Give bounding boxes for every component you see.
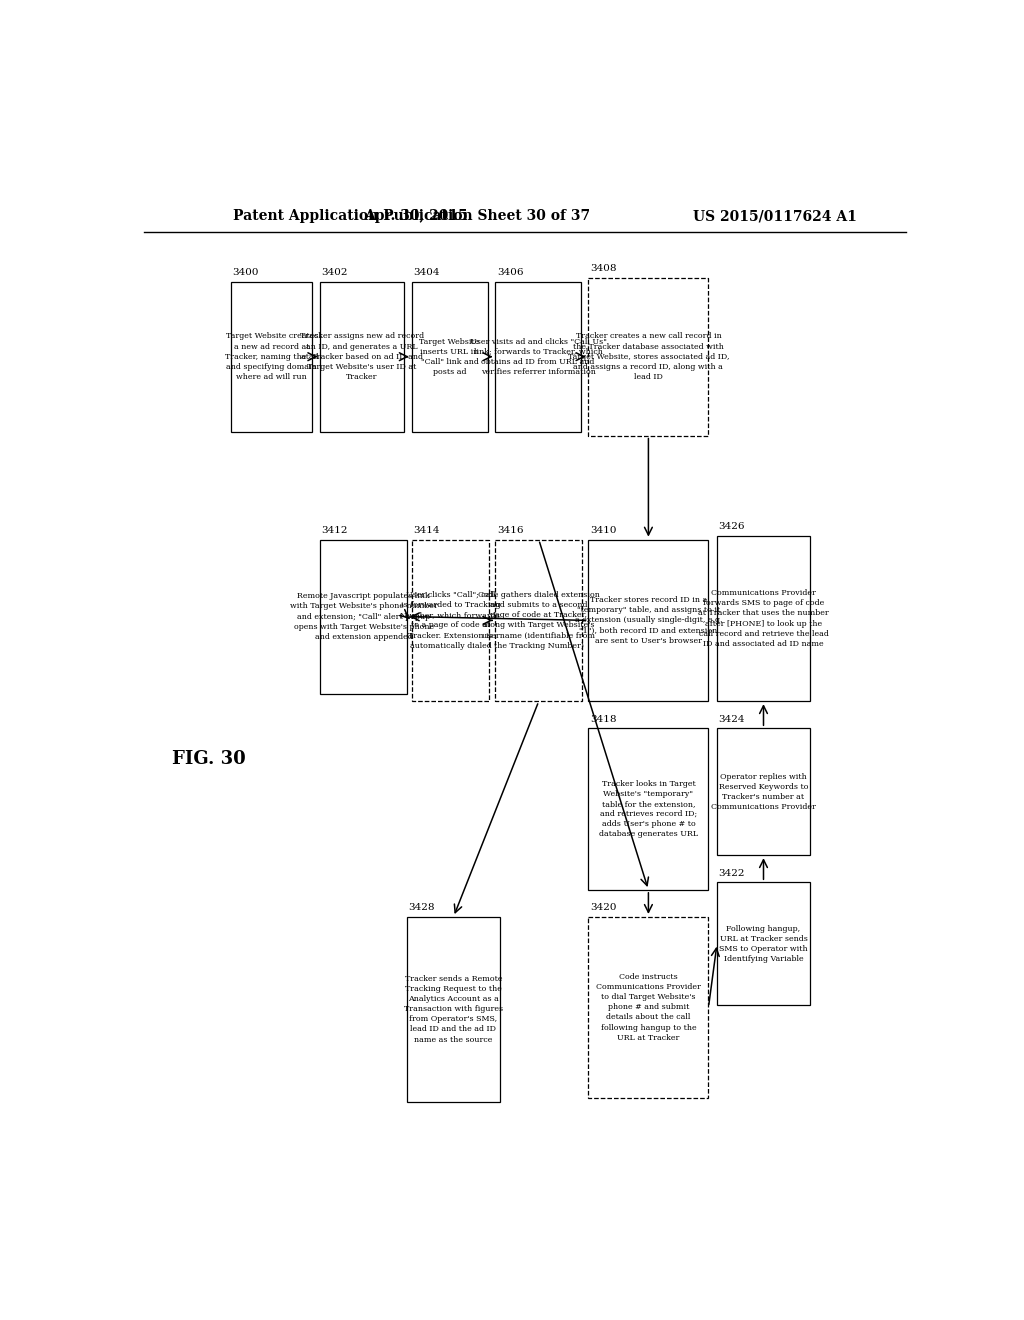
Text: FIG. 30: FIG. 30 [172, 750, 246, 768]
Bar [412, 540, 489, 701]
Text: Tracker assigns new ad record
an ID, and generates a URL
at Tracker based on ad : Tracker assigns new ad record an ID, and… [300, 333, 424, 381]
Text: 3420: 3420 [590, 903, 616, 912]
Bar [717, 729, 810, 855]
Text: 3414: 3414 [414, 525, 439, 535]
Text: 3426: 3426 [719, 523, 745, 531]
Text: User clicks "Call"; call
is forwarded to Tracking
Number, which forwards
to a pa: User clicks "Call"; call is forwarded to… [400, 591, 501, 649]
Text: 3410: 3410 [590, 525, 616, 535]
Text: Target Website
inserts URL in
"Call" link and
posts ad: Target Website inserts URL in "Call" lin… [420, 338, 480, 376]
Text: Communications Provider
forwards SMS to page of code
at Tracker that uses the nu: Communications Provider forwards SMS to … [698, 589, 828, 648]
Text: 3402: 3402 [322, 268, 348, 277]
Text: Patent Application Publication: Patent Application Publication [232, 209, 472, 223]
Bar [412, 281, 487, 432]
Text: Tracker stores record ID in a
"temporary" table, and assigns to it
a extension (: Tracker stores record ID in a "temporary… [574, 597, 722, 644]
Text: 3400: 3400 [232, 268, 259, 277]
Text: User visits ad and clicks "Call Us"
link; forwards to Tracker, which
obtains ad : User visits ad and clicks "Call Us" link… [470, 338, 606, 376]
Bar [589, 917, 709, 1098]
Bar [496, 281, 581, 432]
Bar [321, 281, 403, 432]
Text: 3412: 3412 [322, 525, 348, 535]
Text: 3422: 3422 [719, 869, 745, 878]
Text: 3408: 3408 [590, 264, 616, 273]
Text: 3424: 3424 [719, 714, 745, 723]
Text: Code instructs
Communications Provider
to dial Target Website's
phone # and subm: Code instructs Communications Provider t… [596, 973, 700, 1041]
Text: Tracker creates a new call record in
the Tracker database associated with
Target: Tracker creates a new call record in the… [567, 333, 729, 381]
Bar [231, 281, 312, 432]
Bar [589, 277, 709, 436]
Text: 3428: 3428 [409, 903, 435, 912]
Bar [589, 729, 709, 890]
Text: Apr. 30, 2015  Sheet 30 of 37: Apr. 30, 2015 Sheet 30 of 37 [364, 209, 590, 223]
Text: Code gathers dialed extension
and submits to a second
page of code at Tracker,
a: Code gathers dialed extension and submit… [478, 591, 600, 649]
Text: Tracker looks in Target
Website's "temporary"
table for the extension,
and retri: Tracker looks in Target Website's "tempo… [599, 780, 698, 838]
Text: Operator replies with
Reserved Keywords to
Tracker's number at
Communications Pr: Operator replies with Reserved Keywords … [711, 772, 816, 810]
Text: 3406: 3406 [497, 268, 523, 277]
Text: Tracker sends a Remote
Tracking Request to the
Analytics Account as a
Transactio: Tracker sends a Remote Tracking Request … [403, 975, 503, 1044]
Bar [321, 540, 407, 693]
Text: Remote Javascript populates link
with Target Website's phone number
and extensio: Remote Javascript populates link with Ta… [290, 593, 437, 640]
Text: Following hangup,
URL at Tracker sends
SMS to Operator with
Identifying Variable: Following hangup, URL at Tracker sends S… [719, 924, 808, 964]
Text: Target Website creates
a new ad record at
Tracker, naming the ad
and specifying : Target Website creates a new ad record a… [225, 333, 318, 381]
Bar [589, 540, 709, 701]
Bar [496, 540, 583, 701]
Text: 3418: 3418 [590, 714, 616, 723]
Bar [407, 917, 500, 1102]
Text: 3416: 3416 [497, 525, 523, 535]
Bar [717, 536, 810, 701]
Bar [717, 882, 810, 1006]
Text: US 2015/0117624 A1: US 2015/0117624 A1 [692, 209, 856, 223]
Text: 3404: 3404 [414, 268, 439, 277]
